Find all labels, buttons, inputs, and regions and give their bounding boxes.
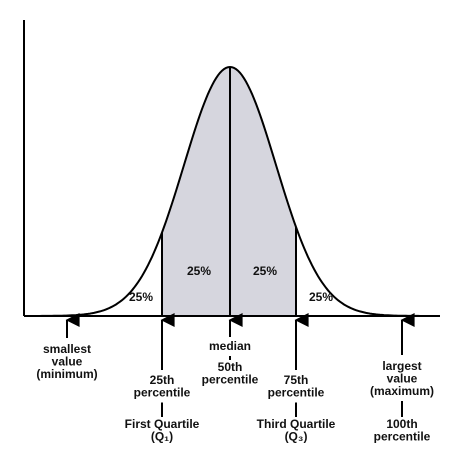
normal-curve xyxy=(39,65,424,317)
marker-label: 25th xyxy=(150,373,175,387)
marker-sublabel: percentile xyxy=(374,430,431,444)
marker-sublabel: percentile xyxy=(202,373,259,387)
marker-sublabel: (Q₃) xyxy=(285,430,308,444)
marker-label: value xyxy=(387,372,418,386)
marker-label: 75th xyxy=(284,373,309,387)
region-label: 25% xyxy=(187,264,211,278)
marker-label: median xyxy=(209,339,251,353)
region-label: 25% xyxy=(309,290,333,304)
marker-sublabel: 50th xyxy=(218,360,243,374)
marker-sublabel: 100th xyxy=(386,417,417,431)
marker-sublabel: Third Quartile xyxy=(257,417,336,431)
region-label: 25% xyxy=(253,264,277,278)
marker-label: percentile xyxy=(268,386,325,400)
marker-sublabel: (Q₁) xyxy=(151,430,173,444)
marker-label: percentile xyxy=(134,386,191,400)
marker-label: value xyxy=(52,355,83,369)
region-label: 25% xyxy=(129,290,153,304)
marker-label: (minimum) xyxy=(36,367,97,381)
marker-label: (maximum) xyxy=(370,384,434,398)
marker-label: largest xyxy=(382,359,421,373)
marker-sublabel: First Quartile xyxy=(125,417,200,431)
marker-label: smallest xyxy=(43,342,91,356)
